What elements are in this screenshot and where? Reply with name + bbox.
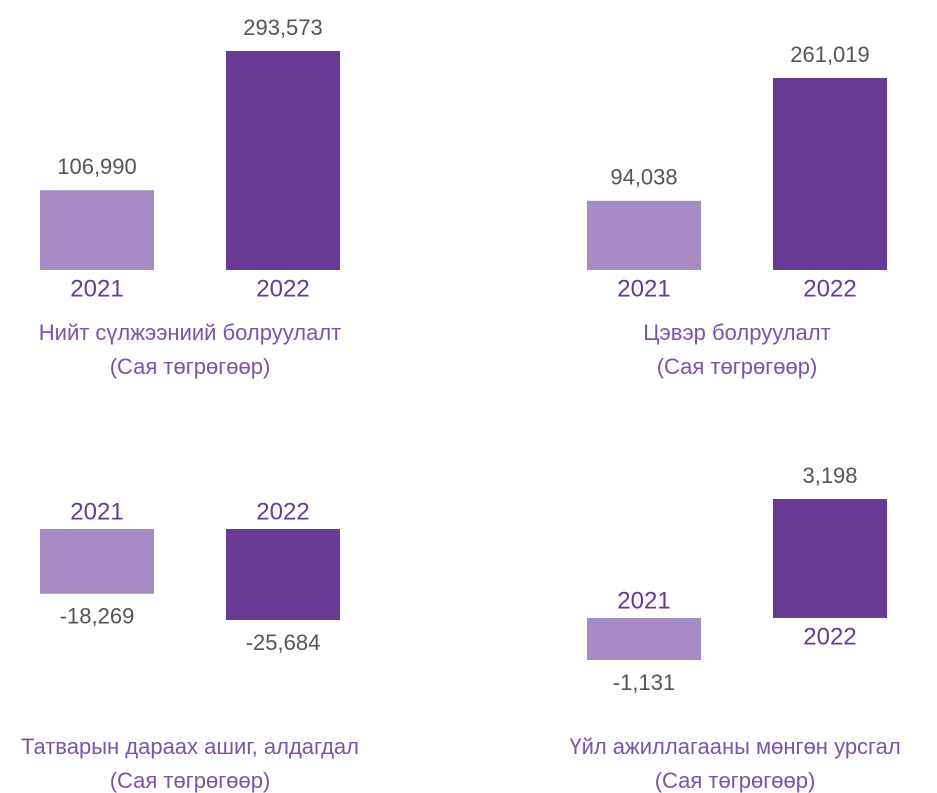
bar <box>773 499 887 618</box>
chart-title: Нийт сүлжээниий болруулалт <box>39 320 341 345</box>
chart-title: Үйл ажиллагааны мөнгөн урсгал <box>569 734 900 759</box>
value-label: 3,198 <box>802 463 857 488</box>
bar <box>587 617 701 660</box>
value-label: 106,990 <box>57 154 137 179</box>
category-label: 2022 <box>256 275 309 302</box>
chart-subtitle: (Сая төгрөгөөр) <box>657 354 818 379</box>
value-label: 293,573 <box>243 15 323 40</box>
bar <box>226 51 340 270</box>
chart-subtitle: (Сая төгрөгөөр) <box>110 354 271 379</box>
chart-title: Татварын дараах ашиг, алдагдал <box>21 734 359 759</box>
category-label: 2022 <box>256 498 309 525</box>
bar <box>40 529 154 594</box>
value-label: -1,131 <box>613 670 675 695</box>
value-label: 94,038 <box>610 165 677 190</box>
chart-title: Цэвэр болруулалт <box>643 320 830 345</box>
value-label: -18,269 <box>60 604 135 629</box>
category-label: 2021 <box>70 275 123 302</box>
chart-subtitle: (Сая төгрөгөөр) <box>655 768 816 793</box>
chart-subtitle: (Сая төгрөгөөр) <box>110 768 271 793</box>
bar <box>226 529 340 620</box>
bar <box>40 190 154 270</box>
category-label: 2021 <box>70 498 123 525</box>
bar <box>587 200 701 270</box>
category-label: 2021 <box>617 587 670 614</box>
value-label: -25,684 <box>246 630 321 655</box>
category-label: 2022 <box>803 623 856 650</box>
value-label: 261,019 <box>790 42 870 67</box>
category-label: 2021 <box>617 275 670 302</box>
bar <box>773 78 887 270</box>
category-label: 2022 <box>803 275 856 302</box>
